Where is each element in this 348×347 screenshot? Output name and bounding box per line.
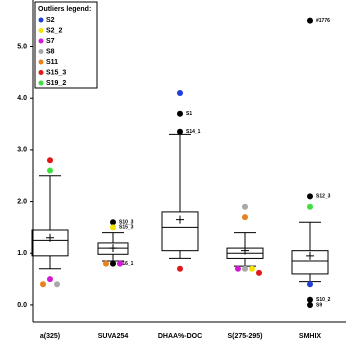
outlier-label: S16_1 — [119, 261, 134, 267]
mean-marker — [46, 233, 54, 242]
outlier-label: S9 — [316, 302, 322, 308]
mean-marker — [306, 251, 314, 260]
y-tick-label: 4.0 — [17, 95, 27, 102]
y-tick-label: 1.0 — [17, 250, 27, 257]
outlier — [47, 276, 53, 283]
outlier — [177, 128, 183, 135]
box — [161, 211, 199, 252]
outlier — [177, 90, 183, 97]
y-tick-label: 2.0 — [17, 198, 27, 205]
outlier — [47, 167, 53, 174]
legend-label: S11 — [46, 59, 58, 66]
outlier — [249, 265, 255, 272]
legend-box — [34, 1, 98, 89]
legend-label: S2 — [46, 17, 55, 24]
outlier — [307, 296, 313, 303]
outlier — [307, 203, 313, 210]
outlier — [110, 224, 116, 231]
outlier-label: S15_3 — [119, 225, 134, 231]
outlier-label: S10_2 — [316, 297, 331, 303]
legend-label: S7 — [46, 38, 55, 45]
legend-swatch — [38, 28, 44, 33]
outlier — [307, 193, 313, 200]
outlier-label: S14_1 — [186, 129, 201, 135]
legend-title: Outliers legend: — [38, 6, 91, 13]
outlier — [110, 260, 116, 267]
outlier — [307, 17, 313, 24]
legend-label: S19_2 — [46, 80, 66, 87]
mean-marker — [176, 215, 184, 224]
legend-swatch — [38, 38, 44, 44]
mean-marker — [241, 246, 249, 255]
outlier — [40, 281, 46, 288]
x-tick-label: SUVA254 — [98, 333, 129, 340]
y-tick-label: 3.0 — [17, 147, 27, 154]
box — [31, 229, 69, 257]
outlier-label: S1 — [186, 111, 192, 117]
outlier — [177, 265, 183, 272]
outlier — [256, 269, 262, 276]
outlier — [242, 265, 248, 272]
legend-label: S8 — [46, 48, 55, 55]
outlier — [177, 110, 183, 117]
outlier — [307, 281, 313, 288]
y-tick-label: 0.0 — [17, 302, 27, 309]
outlier — [235, 265, 241, 272]
x-tick-label: a(325) — [40, 333, 60, 340]
outlier — [242, 203, 248, 210]
box — [291, 250, 329, 275]
outlier — [47, 157, 53, 164]
legend-swatch — [38, 80, 44, 86]
mean-marker — [109, 244, 117, 253]
legend-swatch — [38, 70, 44, 75]
legend-label: S15_3 — [46, 69, 66, 76]
outlier — [307, 301, 313, 308]
x-tick-label: SMHIX — [299, 333, 322, 340]
legend-swatch — [38, 59, 44, 65]
outlier — [103, 260, 109, 267]
outlier — [242, 214, 248, 221]
outlier-label: #1776 — [316, 18, 330, 24]
outlier-label: S12_3 — [316, 194, 331, 200]
legend-label: S2_2 — [46, 27, 62, 34]
box — [97, 242, 129, 255]
y-tick-label: 5.0 — [17, 43, 27, 50]
x-tick-label: S(275-295) — [227, 333, 262, 340]
outlier-label: S10_3 — [119, 220, 134, 226]
x-tick-label: DHAA%-DOC — [158, 333, 202, 340]
outlier — [117, 260, 123, 267]
legend-swatch — [38, 49, 44, 54]
outlier — [110, 219, 116, 226]
outlier — [54, 281, 60, 288]
legend-swatch — [38, 17, 44, 23]
